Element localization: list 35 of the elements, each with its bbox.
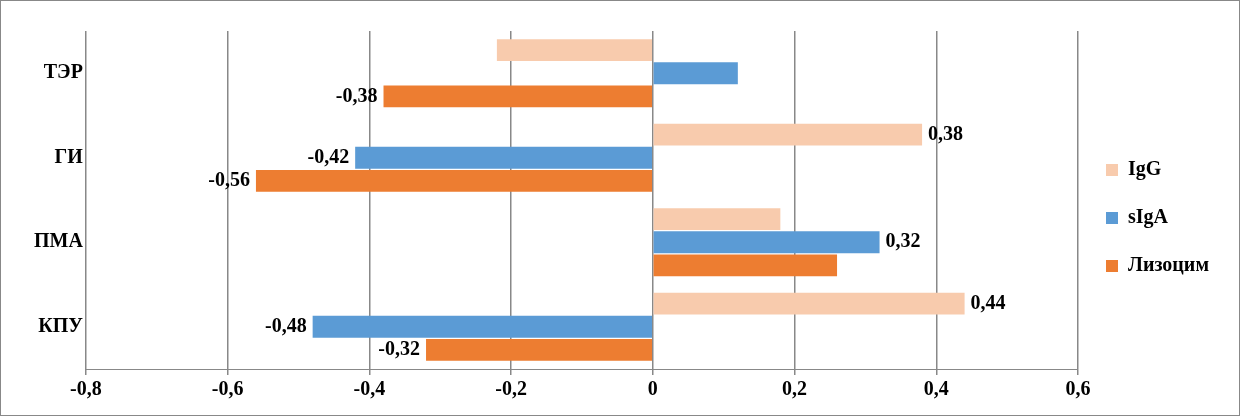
data-label: -0,42	[307, 144, 350, 167]
x-tick-label: 0,2	[782, 377, 808, 400]
data-label: -0,56	[208, 168, 250, 191]
y-tick-label: ГИ	[54, 144, 84, 167]
bar	[426, 338, 653, 361]
bar	[653, 254, 838, 277]
data-label: 0,44	[970, 290, 1006, 313]
x-tick-label: 0,4	[923, 377, 949, 400]
data-label: -0,32	[378, 337, 421, 360]
x-tick-label: -0,4	[353, 377, 386, 400]
bar	[383, 85, 653, 108]
bar	[653, 292, 965, 315]
legend-label: IgG	[1127, 157, 1162, 181]
legend-label: sIgA	[1127, 205, 1169, 229]
x-tick-label: -0,2	[495, 377, 527, 400]
data-label: -0,38	[335, 83, 378, 106]
data-label: -0,48	[264, 313, 307, 336]
bar	[653, 62, 738, 85]
bar	[312, 315, 653, 338]
legend-label: Лизоцим	[1127, 253, 1209, 276]
x-tick-label: -0,6	[211, 377, 244, 400]
y-tick-label: КПУ	[38, 313, 84, 336]
data-label: 0,38	[928, 121, 964, 144]
bar	[653, 231, 880, 254]
bar	[653, 208, 781, 231]
data-label: 0,32	[885, 229, 921, 252]
y-tick-label: ТЭР	[43, 60, 83, 83]
y-tick-label: ПМА	[33, 229, 84, 252]
x-tick-label: -0,8	[70, 377, 102, 400]
x-tick-label: 0	[647, 377, 658, 400]
x-tick-label: 0,6	[1065, 377, 1091, 400]
bar	[496, 39, 653, 62]
bar	[355, 146, 653, 169]
bar	[653, 123, 923, 146]
bar	[255, 169, 653, 192]
